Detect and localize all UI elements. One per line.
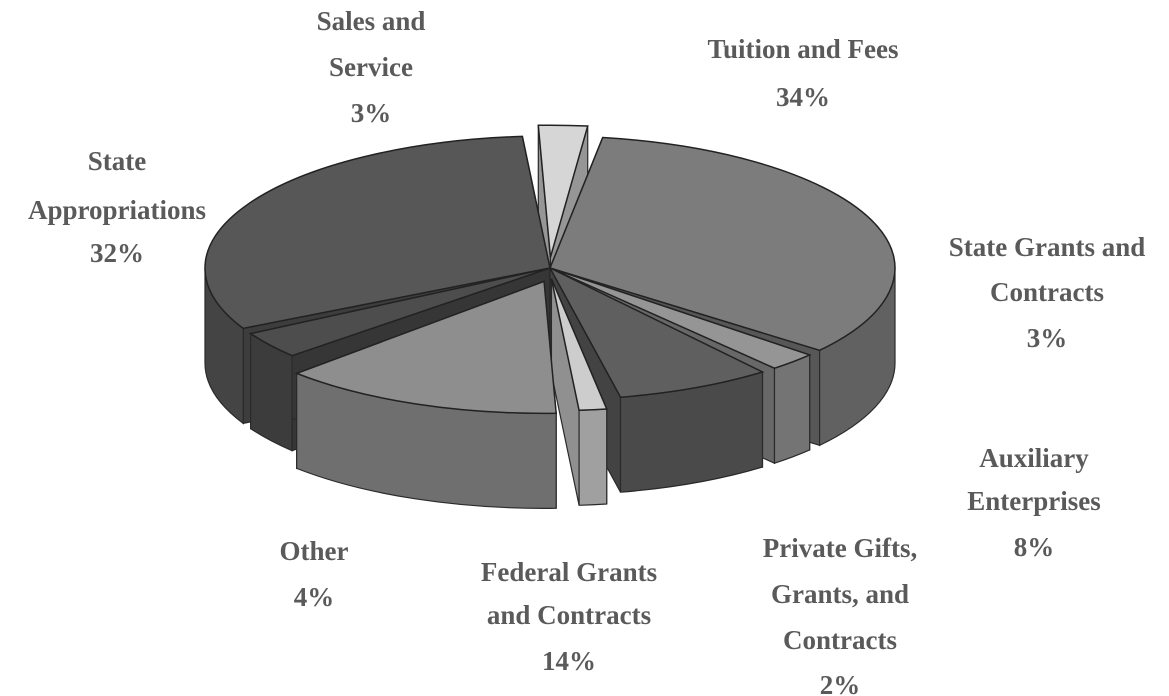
slice-percent: 2%	[820, 670, 861, 696]
slice-top	[548, 266, 765, 398]
slice-label: Other	[280, 536, 349, 566]
slice-percent: 14%	[542, 646, 596, 676]
slice-percent: 3%	[1027, 323, 1068, 353]
slice-percent: 8%	[1014, 532, 1055, 562]
slice-top	[550, 278, 608, 412]
slice-percent: 32%	[90, 238, 144, 268]
slice-top	[204, 135, 551, 330]
slice-label: Service	[329, 52, 413, 82]
slice-label: Enterprises	[967, 486, 1100, 516]
slice-labels: Tuition and Fees 34% State Grants and Contr…	[28, 6, 1145, 696]
slice-top	[248, 267, 551, 357]
slice-label: Grants, and	[771, 579, 909, 609]
slice-percent: 3%	[351, 98, 392, 128]
slice-label: Tuition and Fees	[707, 34, 898, 64]
slice-outer-side	[578, 408, 608, 506]
slice-label: Contracts	[990, 277, 1104, 307]
slice-top	[537, 124, 589, 258]
slice-label: Sales and	[317, 6, 426, 36]
slice-label: Private Gifts,	[763, 533, 917, 563]
slice-label: Contracts	[783, 625, 897, 655]
slice-label: State	[88, 146, 146, 176]
slice-percent: 34%	[776, 82, 830, 112]
slice-top	[548, 136, 896, 352]
slice-label: Federal Grants	[481, 557, 657, 587]
slice-top	[294, 280, 557, 415]
slice-percent: 4%	[294, 582, 335, 612]
slice-outer-side	[773, 354, 811, 465]
pie-tops	[204, 124, 896, 415]
slice-label: Appropriations	[28, 195, 206, 225]
slice-label: and Contracts	[487, 600, 651, 630]
slice-top	[549, 267, 812, 370]
slice-label: Auxiliary	[979, 443, 1089, 473]
slice-label: State Grants and	[949, 232, 1146, 262]
